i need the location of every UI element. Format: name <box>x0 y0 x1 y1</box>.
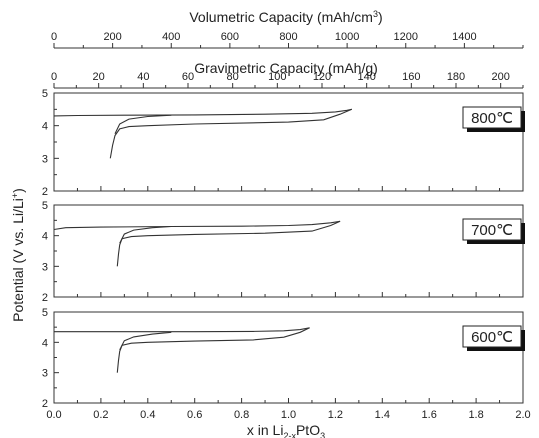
gravimetric-tick-label: 100 <box>268 71 286 83</box>
gravimetric-axis: 0 20 40 60 80 100 120 140 160 180 200 <box>51 71 524 89</box>
volumetric-tick-label: 400 <box>162 31 180 43</box>
y-tick-label: 2 <box>42 186 48 198</box>
label-box <box>462 325 522 348</box>
panel-600c: 2 3 4 5 600℃ 0.0 0.2 0.4 0.6 0.8 1.0 1.2 1.4 1.6 1.8 2.… <box>42 307 531 421</box>
x-tick-label: 0.4 <box>140 409 155 421</box>
temperature-label: 700℃ <box>471 222 513 239</box>
x-tick-label: 0.6 <box>187 409 202 421</box>
label-box <box>462 106 522 129</box>
gravimetric-tick-label: 60 <box>182 71 194 83</box>
gravimetric-tick-label: 200 <box>491 71 509 83</box>
y-axis-label: Potential (V vs. Li/Li+) <box>10 188 26 322</box>
x-tick-label: 0.0 <box>46 409 61 421</box>
charge-curve <box>54 327 310 333</box>
volumetric-tick-label: 200 <box>103 31 121 43</box>
y-tick-label: 4 <box>42 231 48 243</box>
volumetric-axis-title: Volumetric Capacity (mAh/cm3) <box>189 9 382 25</box>
recharge-curve <box>119 331 172 351</box>
volumetric-tick-label: 0 <box>51 31 57 43</box>
volumetric-tick-label: 1000 <box>335 31 359 43</box>
recharge-curve <box>119 225 172 244</box>
gravimetric-tick-label: 20 <box>93 71 105 83</box>
gravimetric-tick-label: 160 <box>402 71 420 83</box>
y-tick-label: 3 <box>42 368 48 380</box>
volumetric-tick-label: 800 <box>279 31 297 43</box>
label-box <box>462 218 522 241</box>
charge-curve <box>53 220 341 231</box>
y-tick-label: 5 <box>42 88 48 100</box>
volumetric-axis: 0 200 400 600 800 1000 1200 1400 <box>51 31 524 49</box>
temperature-label: 600℃ <box>471 329 513 346</box>
charge-curve <box>53 108 352 117</box>
x-tick-label: 1.8 <box>468 409 483 421</box>
y-tick-label: 3 <box>42 153 48 165</box>
recharge-curve <box>114 114 172 135</box>
gravimetric-axis-title: Gravimetric Capacity (mAh/g) <box>194 60 378 76</box>
panel-700c: 2 3 4 5 700℃ <box>42 200 525 304</box>
y-tick-label: 2 <box>42 398 48 410</box>
volumetric-tick-label: 600 <box>221 31 239 43</box>
x-tick-label: 0.8 <box>234 409 249 421</box>
gravimetric-tick-label: 80 <box>227 71 239 83</box>
gravimetric-tick-label: 120 <box>313 71 331 83</box>
temperature-label: 800℃ <box>471 110 513 127</box>
panel-frame <box>53 204 524 298</box>
panel-frame <box>53 311 524 404</box>
discharge-curve <box>116 327 310 373</box>
volumetric-tick-label: 1200 <box>394 31 418 43</box>
discharge-curve <box>109 108 353 159</box>
x-tick-label: 1.4 <box>375 409 390 421</box>
x-tick-label: 1.0 <box>281 409 296 421</box>
x-tick-label: 1.2 <box>328 409 343 421</box>
y-tick-label: 3 <box>42 261 48 273</box>
x-tick-label: 0.2 <box>93 409 108 421</box>
y-tick-label: 2 <box>42 292 48 304</box>
x-axis-label: x in Li2-xPtO3 <box>247 422 325 438</box>
discharge-curve <box>116 220 341 267</box>
panel-800c: 2 3 4 5 800℃ <box>42 88 525 198</box>
gravimetric-tick-label: 0 <box>51 71 57 83</box>
y-tick-label: 4 <box>42 121 48 133</box>
gravimetric-tick-label: 140 <box>357 71 375 83</box>
y-tick-label: 4 <box>42 337 48 349</box>
x-tick-label: 2.0 <box>515 409 530 421</box>
y-tick-label: 5 <box>42 200 48 212</box>
gravimetric-tick-label: 40 <box>137 71 149 83</box>
y-tick-label: 5 <box>42 307 48 319</box>
x-tick-label: 1.6 <box>422 409 437 421</box>
panel-frame <box>53 92 524 192</box>
gravimetric-tick-label: 180 <box>447 71 465 83</box>
volumetric-tick-label: 1400 <box>452 31 476 43</box>
